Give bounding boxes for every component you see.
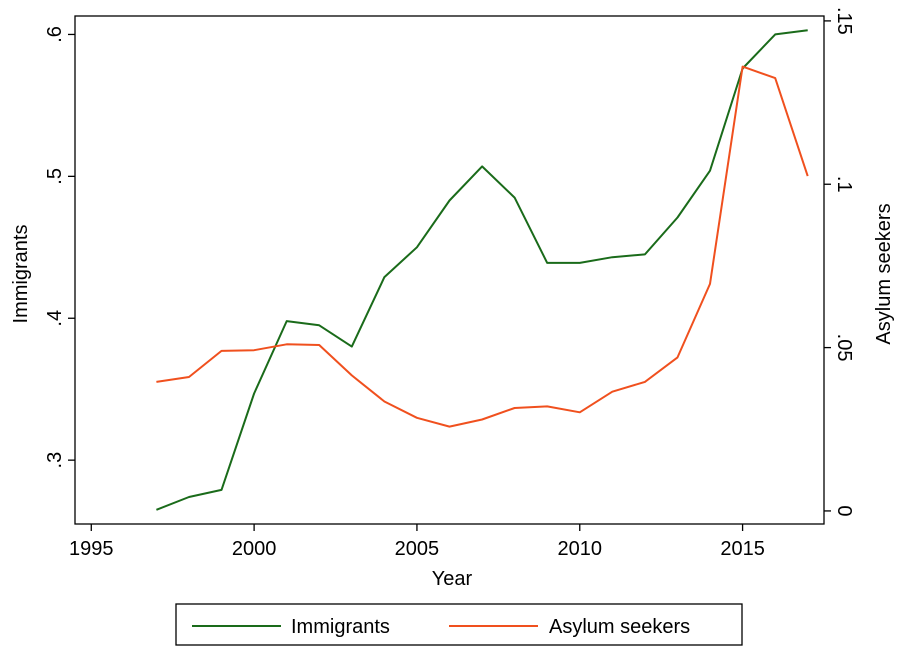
right-y-axis: 0 .05 .1 .15 [824, 7, 855, 516]
x-tick-label: 2015 [720, 538, 765, 560]
legend: Immigrants Asylum seekers [175, 603, 743, 646]
right-y-tick-label: .05 [833, 334, 855, 362]
right-y-axis-title: Asylum seekers [873, 203, 895, 344]
right-y-tick-label: 0 [833, 505, 855, 516]
series-line-immigrants [156, 29, 808, 511]
plot-area [74, 15, 825, 525]
series-lines [156, 29, 809, 511]
series-line-asylum-seekers [156, 65, 809, 428]
x-tick-label: 2010 [558, 538, 603, 560]
left-y-axis: .3 .4 .5 .6 [44, 26, 75, 468]
left-y-axis-title: Immigrants [10, 225, 32, 324]
left-y-tick-label: .3 [44, 452, 66, 469]
left-y-tick-label: .5 [44, 168, 66, 185]
plot-border [74, 15, 825, 525]
left-y-tick-label: .4 [44, 310, 66, 327]
x-tick-label: 2005 [395, 538, 440, 560]
legend-label-asylum-seekers: Asylum seekers [549, 616, 690, 638]
legend-box [175, 603, 743, 646]
right-y-tick-label: .1 [833, 176, 855, 193]
x-axis-title: Year [432, 568, 473, 590]
legend-label-immigrants: Immigrants [291, 616, 390, 638]
x-tick-label: 2000 [232, 538, 277, 560]
left-y-tick-label: .6 [44, 26, 66, 43]
x-tick-label: 1995 [69, 538, 114, 560]
x-axis: 1995 2000 2005 2010 2015 [69, 524, 765, 560]
right-y-tick-label: .15 [833, 7, 855, 35]
